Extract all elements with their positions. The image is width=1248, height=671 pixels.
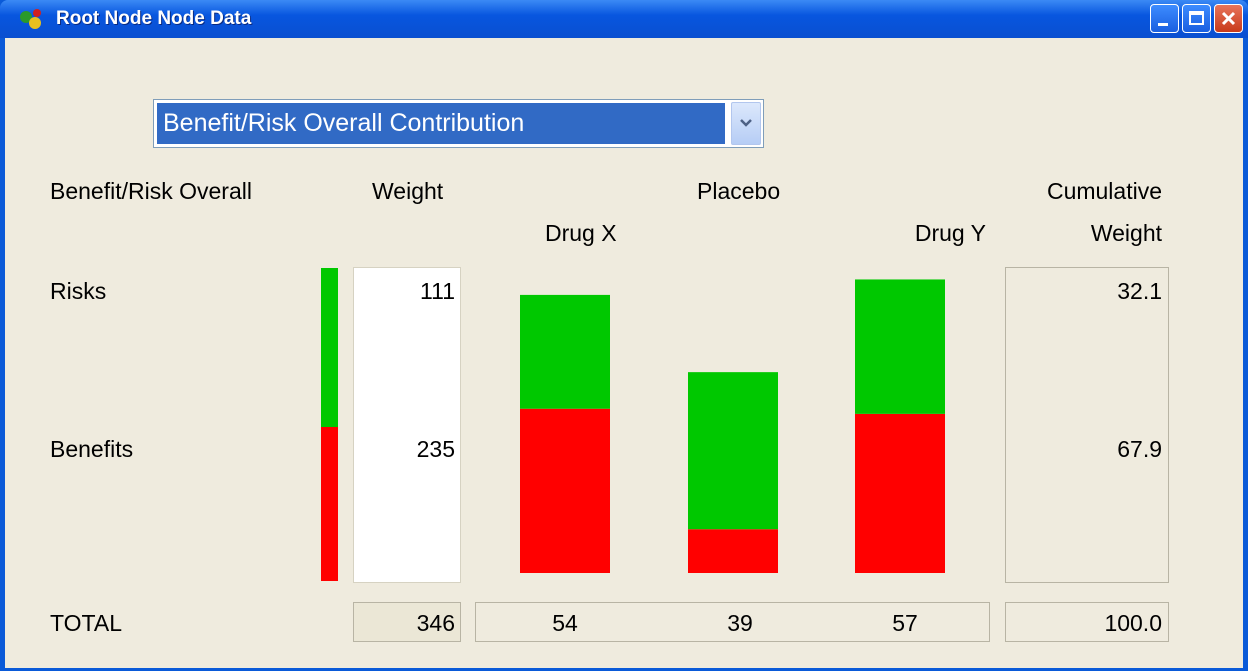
total-weight: 346 [416, 610, 455, 636]
close-button[interactable] [1214, 4, 1243, 33]
category-total: 39 [727, 610, 753, 636]
row-cumulative: 67.9 [1117, 436, 1162, 462]
total-cumulative-box [1005, 602, 1169, 642]
total-scores-box [475, 602, 990, 642]
close-icon [1221, 11, 1236, 26]
dropdown-arrow [740, 119, 752, 127]
row-indicator [321, 268, 338, 427]
bar-segment [688, 529, 778, 573]
category-label: Drug X [545, 220, 617, 246]
dropdown[interactable]: Benefit/Risk Overall Contribution [153, 99, 764, 148]
app-icon [20, 9, 41, 29]
bar-segment [855, 279, 945, 414]
total-cumulative: 100.0 [1104, 610, 1162, 636]
category-total: 54 [552, 610, 578, 636]
row-weight: 235 [416, 436, 455, 462]
total-weight-box [353, 602, 461, 642]
header-criterion: Benefit/Risk Overall [50, 178, 252, 204]
title-bar: Root Node Node Data [0, 0, 1248, 38]
row-weight: 111 [420, 278, 455, 304]
header-weight: Weight [372, 178, 444, 204]
bar-segment [520, 408, 610, 573]
window-title: Root Node Node Data [56, 8, 252, 29]
category-label: Drug Y [914, 220, 986, 246]
header-cumulative: Cumulative [1046, 178, 1162, 204]
header-cumulative: Weight [1090, 220, 1162, 246]
minimize-button[interactable] [1150, 4, 1179, 33]
total-label: TOTAL [50, 610, 122, 636]
category-total: 57 [892, 610, 918, 636]
cumulative-column [1005, 267, 1169, 583]
bar-chart [520, 279, 945, 573]
row-cumulative: 32.1 [1117, 278, 1162, 304]
row-indicator [321, 427, 338, 581]
row-label: Risks [50, 278, 107, 304]
bar-segment [855, 413, 945, 573]
dropdown-selected: Benefit/Risk Overall Contribution [157, 103, 725, 144]
row-label: Benefits [50, 436, 134, 462]
bar-segment [520, 294, 610, 409]
bar-segment [688, 372, 778, 530]
dropdown-button[interactable] [731, 102, 761, 145]
weight-column [353, 267, 461, 583]
category-label: Placebo [697, 178, 781, 204]
maximize-button[interactable] [1182, 4, 1211, 33]
